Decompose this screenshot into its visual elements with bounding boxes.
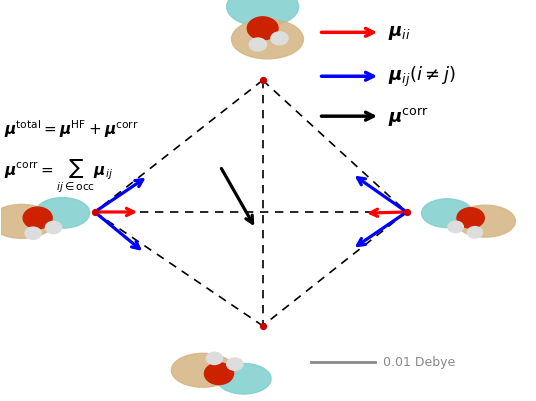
Text: 0.01 Debye: 0.01 Debye [383, 355, 455, 368]
Circle shape [448, 222, 464, 233]
FancyArrowPatch shape [221, 169, 252, 224]
Text: $\boldsymbol{\mu}^{\mathrm{corr}}$: $\boldsymbol{\mu}^{\mathrm{corr}}$ [388, 105, 429, 128]
Ellipse shape [422, 199, 473, 228]
Text: $\boldsymbol{\mu}_{ii}$: $\boldsymbol{\mu}_{ii}$ [388, 24, 411, 42]
Ellipse shape [172, 353, 235, 387]
Text: $\boldsymbol{\mu}_{ij}(i \neq j)$: $\boldsymbol{\mu}_{ij}(i \neq j)$ [388, 65, 456, 89]
Text: $\boldsymbol{\mu}^{\mathrm{corr}} = \sum_{ij \in \mathrm{occ}} \boldsymbol{\mu}_: $\boldsymbol{\mu}^{\mathrm{corr}} = \sum… [4, 158, 113, 194]
FancyArrowPatch shape [322, 113, 373, 121]
Circle shape [249, 39, 266, 52]
FancyArrowPatch shape [370, 210, 404, 217]
Point [258, 323, 267, 329]
FancyArrowPatch shape [358, 214, 404, 246]
Point [403, 209, 411, 216]
Circle shape [271, 33, 288, 46]
Circle shape [46, 222, 62, 234]
FancyArrowPatch shape [97, 180, 143, 211]
Circle shape [25, 227, 41, 240]
Ellipse shape [227, 0, 299, 28]
Ellipse shape [217, 364, 271, 394]
Ellipse shape [456, 206, 516, 237]
FancyArrowPatch shape [97, 214, 139, 249]
Circle shape [23, 208, 52, 229]
Circle shape [247, 18, 278, 41]
FancyArrowPatch shape [322, 73, 373, 81]
Circle shape [457, 208, 484, 229]
Ellipse shape [232, 20, 303, 60]
Circle shape [204, 363, 234, 385]
Circle shape [206, 352, 222, 365]
Circle shape [467, 227, 482, 239]
Ellipse shape [0, 205, 54, 239]
Ellipse shape [35, 198, 90, 229]
Point [91, 209, 99, 216]
Circle shape [227, 358, 243, 371]
FancyArrowPatch shape [358, 178, 404, 211]
FancyArrowPatch shape [98, 209, 133, 216]
Text: $\boldsymbol{\mu}^{\mathrm{total}} = \boldsymbol{\mu}^{\mathrm{HF}}+ \boldsymbol: $\boldsymbol{\mu}^{\mathrm{total}} = \bo… [4, 118, 139, 140]
Point [258, 78, 267, 84]
FancyArrowPatch shape [322, 29, 373, 37]
